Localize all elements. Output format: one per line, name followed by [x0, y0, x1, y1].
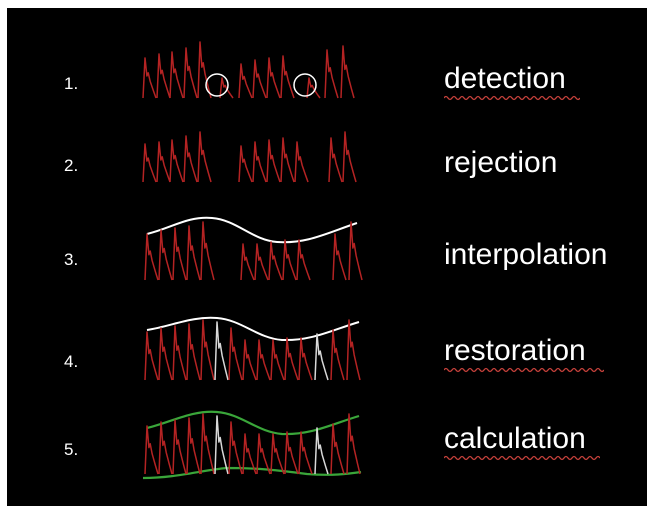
interpolation-beat-3: [172, 227, 187, 281]
rejection-beat-12: [342, 131, 357, 183]
step-number-1: 1.: [64, 74, 79, 93]
rejection-beat-8: [266, 139, 281, 183]
detection-beat-1: [142, 57, 157, 99]
waveform-row-rejection: [142, 131, 357, 183]
restoration-beat-14: [330, 329, 345, 381]
interpolation-beat-12: [348, 221, 363, 281]
restoration-beat-7: [228, 327, 243, 381]
spellcheck-underline-detection: [444, 95, 580, 101]
interpolation-beat-11: [332, 233, 347, 281]
detection-beat-3: [169, 51, 184, 99]
interpolation-beat-5: [200, 221, 215, 281]
step-number-2: 2.: [64, 156, 79, 175]
restoration-beat-11: [284, 337, 299, 381]
restoration-beat-13: [314, 333, 329, 381]
artefact-circle-1: [205, 73, 229, 97]
interpolation-envelope: [146, 216, 358, 244]
calculation-beat-14: [330, 423, 345, 475]
detection-beat-4: [183, 47, 198, 99]
calculation-beat-13: [314, 427, 329, 475]
rejection-beat-9: [280, 137, 295, 183]
restoration-beat-9: [256, 339, 271, 381]
waveform-row-restoration: [144, 316, 361, 381]
interpolation-beat-10: [296, 239, 311, 281]
restoration-beat-5: [200, 319, 215, 381]
calculation-beat-15: [346, 413, 361, 475]
rejection-beat-10: [294, 141, 309, 183]
step-label-detection: detection: [444, 62, 566, 95]
calculation-beat-1: [144, 425, 159, 475]
rejection-beat-5: [197, 131, 212, 183]
step-label-interpolation: interpolation: [444, 238, 608, 271]
interpolation-beat-9: [282, 239, 297, 281]
calculation-beat-2: [158, 421, 173, 475]
calculation-beat-10: [270, 433, 285, 475]
calculation-beat-7: [228, 421, 243, 475]
calculation-beat-9: [256, 433, 271, 475]
spellcheck-underline-restoration: [444, 367, 604, 373]
detection-beat-13: [340, 45, 355, 99]
step-number-4: 4.: [64, 352, 79, 371]
waveform-diagram: [142, 41, 363, 480]
calculation-beat-3: [172, 419, 187, 475]
detection-beat-6: [219, 77, 234, 99]
detection-beat-7: [238, 63, 253, 99]
spellcheck-underline-calculation: [444, 455, 600, 461]
restoration-beat-10: [270, 339, 285, 381]
detection-beat-10: [280, 55, 295, 99]
calculation-beat-6: [214, 415, 229, 475]
interpolation-beat-6: [240, 243, 255, 281]
step-label-rejection: rejection: [444, 146, 558, 179]
waveform-row-interpolation: [144, 216, 363, 281]
calculation-beat-11: [284, 431, 299, 475]
step-label-calculation: calculation: [444, 422, 586, 455]
rejection-beat-4: [183, 135, 198, 183]
interpolation-beat-7: [254, 243, 269, 281]
detection-beat-8: [252, 59, 267, 99]
rejection-beat-11: [328, 137, 343, 183]
rejection-beat-7: [252, 141, 267, 183]
restoration-beat-2: [158, 327, 173, 381]
calculation-beat-4: [186, 417, 201, 475]
rejection-beat-2: [156, 141, 171, 183]
calculation-upper-envelope: [146, 410, 360, 436]
waveform-row-calculation: [142, 410, 362, 480]
interpolation-beat-1: [144, 233, 159, 281]
calculation-lower-envelope: [142, 466, 362, 480]
restoration-beat-8: [242, 339, 257, 381]
calculation-beat-5: [200, 413, 215, 475]
detection-beat-5: [197, 41, 212, 99]
step-number-5: 5.: [64, 440, 79, 459]
detection-beat-11: [306, 77, 321, 99]
calculation-beat-8: [242, 433, 257, 475]
detection-beat-9: [266, 57, 281, 99]
interpolation-beat-8: [268, 241, 283, 281]
restoration-envelope: [146, 316, 360, 342]
restoration-beat-12: [298, 337, 313, 381]
rejection-beat-1: [142, 143, 157, 183]
interpolation-beat-2: [158, 229, 173, 281]
rejection-beat-3: [169, 139, 184, 183]
restoration-beat-4: [186, 323, 201, 381]
waveform-row-detection: [142, 41, 355, 99]
slide-canvas: 1. 2. 3. 4. 5. detection rejection inter…: [7, 8, 647, 506]
restoration-beat-6: [214, 321, 229, 381]
restoration-beat-15: [346, 319, 361, 381]
restoration-beat-1: [144, 331, 159, 381]
calculation-beat-12: [298, 431, 313, 475]
detection-beat-12: [324, 49, 339, 99]
detection-beat-2: [156, 53, 171, 99]
interpolation-beat-4: [186, 225, 201, 281]
step-number-3: 3.: [64, 250, 79, 269]
step-label-restoration: restoration: [444, 334, 586, 367]
artefact-circle-2: [293, 73, 317, 97]
rejection-beat-6: [238, 145, 253, 183]
restoration-beat-3: [172, 325, 187, 381]
